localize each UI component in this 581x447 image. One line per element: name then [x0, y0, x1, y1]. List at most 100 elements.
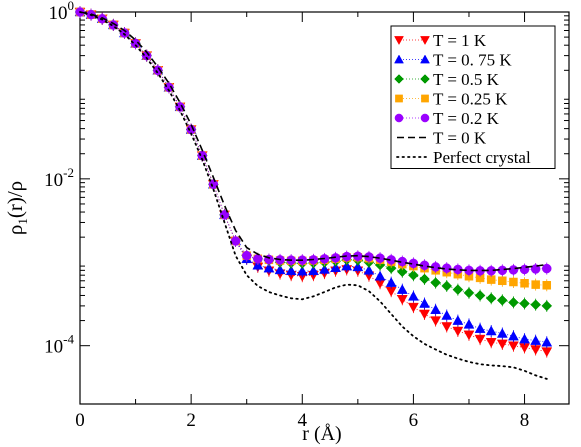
data-point [253, 254, 263, 264]
series-7 [79, 11, 548, 380]
data-point [452, 284, 464, 295]
data-point [519, 298, 530, 309]
series-6 [79, 11, 547, 272]
data-point [474, 334, 486, 345]
data-point [474, 290, 486, 301]
legend-marker [420, 74, 430, 84]
x-tick-label: 2 [186, 410, 196, 431]
data-point [474, 323, 486, 333]
data-point [463, 287, 475, 299]
data-point [164, 82, 174, 93]
x-tick-label: 4 [298, 410, 308, 431]
data-point [542, 281, 552, 290]
legend-label: T = 0.25 K [433, 90, 508, 109]
data-point [241, 250, 252, 261]
legend-marker [394, 113, 404, 123]
data-point [530, 335, 542, 345]
data-point [496, 294, 508, 306]
legend-marker [395, 94, 403, 103]
data-point [485, 337, 497, 348]
data-point [274, 264, 286, 275]
data-point [508, 265, 519, 275]
data-point [396, 284, 408, 294]
legend-label: T = 0.2 K [433, 109, 500, 128]
data-point [363, 264, 375, 275]
data-point [441, 280, 453, 292]
data-point [485, 292, 497, 304]
data-point [530, 299, 542, 311]
data-point [509, 277, 518, 287]
data-point [430, 316, 442, 327]
axis-ticks: 0 2 4 6 8 100 10-2 10-4 [44, 0, 569, 431]
x-tick-label: 8 [520, 410, 530, 431]
series-line [79, 11, 548, 380]
data-point [520, 279, 529, 288]
y-tick-label: 10-4 [44, 332, 74, 358]
data-point [508, 297, 519, 308]
data-point [175, 102, 185, 112]
y-axis-label: ρ1(r)/ρ [3, 181, 30, 235]
data-point [463, 330, 475, 341]
data-point [485, 325, 497, 336]
data-point [531, 280, 540, 289]
data-point [285, 265, 297, 276]
legend: T = 1 KT = 0. 75 KT = 0.5 KT = 0.25 KT =… [390, 25, 556, 169]
data-point [396, 266, 408, 278]
data-point [530, 264, 541, 274]
y-tick-label: 10-2 [44, 165, 74, 191]
legend-label: T = 1 K [433, 31, 487, 50]
data-point [307, 265, 319, 276]
data-point [519, 333, 530, 344]
data-point [496, 327, 508, 338]
y-tick-label: 100 [49, 0, 75, 24]
x-tick-label: 6 [409, 410, 419, 431]
plot-frame [79, 11, 570, 405]
data-point [498, 276, 507, 286]
series-line [79, 11, 547, 272]
data-point [230, 236, 241, 246]
data-point [541, 300, 553, 312]
data-point [396, 295, 408, 305]
data-point [541, 347, 553, 358]
series-5 [75, 6, 552, 277]
data-point [407, 290, 419, 301]
data-point [508, 330, 519, 341]
data-point [541, 336, 553, 347]
legend-marker [394, 36, 404, 46]
data-point [130, 38, 141, 49]
legend-box [390, 25, 556, 169]
data-point [408, 269, 419, 281]
legend-marker [394, 54, 404, 64]
data-point [153, 65, 163, 76]
data-point [542, 263, 552, 274]
series-layer [74, 6, 553, 380]
data-point [452, 326, 464, 337]
data-point [419, 273, 430, 285]
data-point [407, 302, 419, 313]
legend-marker [420, 113, 430, 123]
legend-marker [420, 54, 430, 64]
legend-marker [421, 94, 429, 103]
data-point [463, 318, 475, 329]
legend-label: T = 0. 75 K [433, 51, 512, 70]
data-point [385, 277, 397, 287]
data-point [263, 262, 275, 273]
data-point [352, 261, 364, 272]
data-point [319, 263, 330, 274]
legend-marker [420, 36, 430, 46]
data-point [119, 28, 130, 38]
data-point [419, 309, 430, 320]
data-point [374, 270, 386, 281]
legend-label: Perfect crystal [433, 148, 531, 167]
data-point [496, 339, 508, 350]
data-point [530, 345, 542, 356]
data-point [452, 315, 464, 325]
data-point [419, 298, 430, 308]
legend-label: T = 0.5 K [433, 70, 500, 89]
x-tick-label: 0 [75, 410, 85, 431]
data-point [508, 341, 519, 352]
data-point [296, 265, 308, 276]
data-point [430, 277, 441, 288]
data-point [430, 304, 442, 314]
